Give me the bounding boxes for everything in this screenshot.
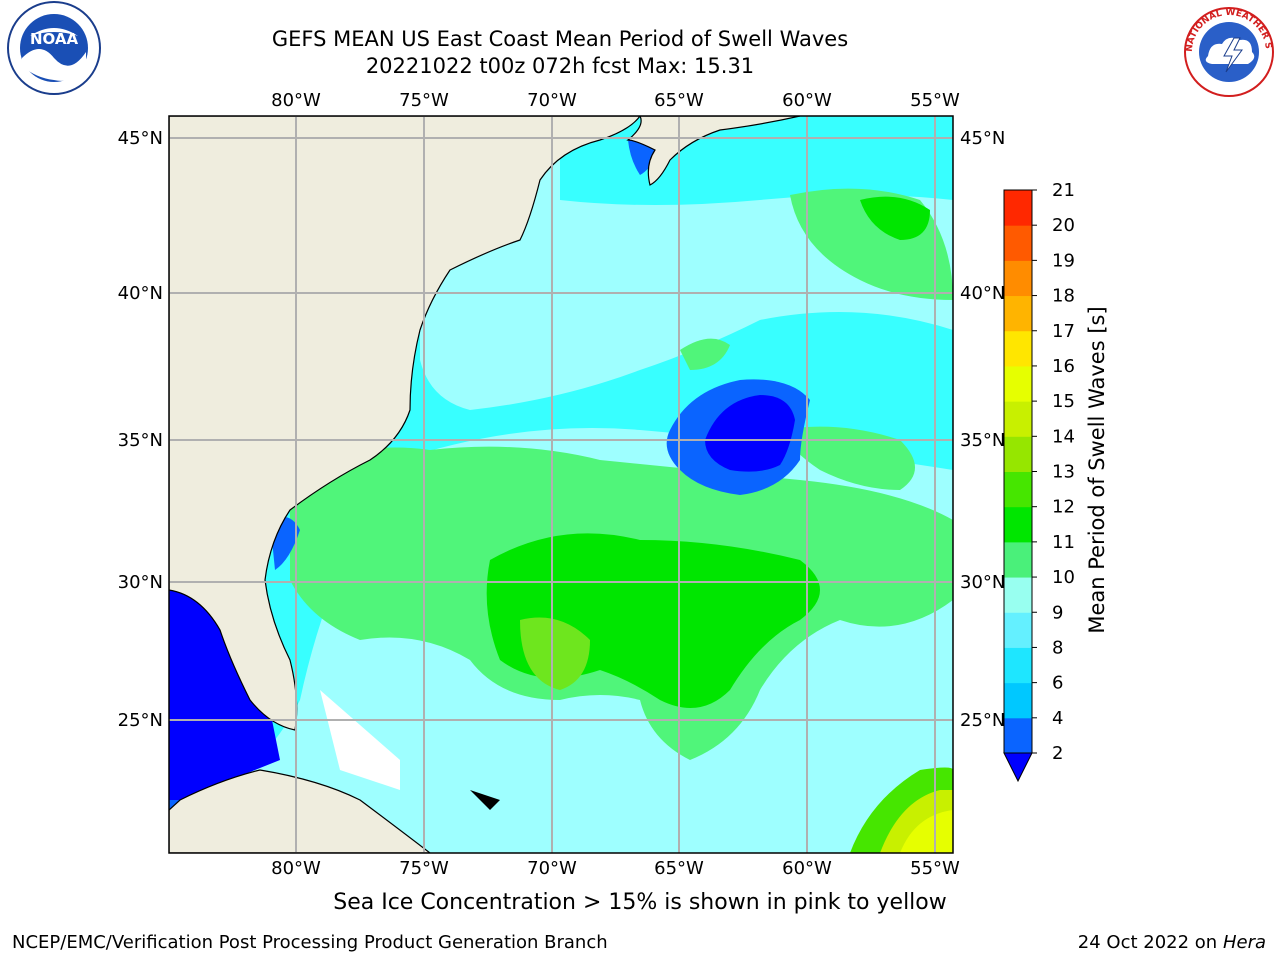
map-area bbox=[169, 116, 953, 853]
sea-ice-note: Sea Ice Concentration > 15% is shown in … bbox=[333, 890, 947, 915]
footer-credit: NCEP/EMC/Verification Post Processing Pr… bbox=[12, 932, 608, 953]
footer-machine: Hera bbox=[1222, 932, 1266, 953]
colorbar-segment bbox=[1004, 471, 1032, 508]
colorbar-tick-label: 17 bbox=[1052, 321, 1075, 342]
footer-date-text: 24 Oct 2022 on bbox=[1077, 932, 1218, 953]
colorbar-segment bbox=[1004, 295, 1032, 332]
colorbar-segment bbox=[1004, 717, 1032, 754]
colorbar-tick-label: 10 bbox=[1052, 567, 1075, 588]
lon-label: 60°W bbox=[782, 858, 832, 879]
colorbar-segment bbox=[1004, 190, 1032, 226]
colorbar-tick-label: 11 bbox=[1052, 532, 1075, 553]
colorbar-segment bbox=[1004, 225, 1032, 261]
colorbar-tick-label: 19 bbox=[1052, 250, 1075, 271]
colorbar-tick-label: 2 bbox=[1052, 743, 1063, 764]
colorbar-segment bbox=[1004, 577, 1032, 613]
lat-label: 25°N bbox=[118, 710, 163, 731]
lon-labels-bottom: 80°W 75°W 70°W 65°W 60°W 55°W bbox=[271, 858, 960, 879]
lat-labels-left: 45°N 40°N 35°N 30°N 25°N bbox=[118, 128, 163, 731]
colorbar-segment bbox=[1004, 330, 1032, 367]
colorbar-tick-label: 15 bbox=[1052, 391, 1075, 412]
colorbar-tick-label: 9 bbox=[1052, 602, 1063, 623]
colorbar-tick-label: 13 bbox=[1052, 462, 1075, 483]
graticule bbox=[169, 116, 953, 853]
lat-label: 40°N bbox=[118, 283, 163, 304]
lat-label: 45°N bbox=[118, 128, 163, 149]
lon-label: 80°W bbox=[271, 858, 321, 879]
colorbar-segment bbox=[1004, 365, 1032, 402]
colorbar-segment bbox=[1004, 260, 1032, 297]
lat-label: 30°N bbox=[118, 572, 163, 593]
lon-label: 80°W bbox=[271, 90, 321, 111]
colorbar-segment bbox=[1004, 506, 1032, 543]
colorbar-segment bbox=[1004, 647, 1032, 684]
lat-label: 45°N bbox=[960, 128, 1005, 149]
colorbar-label: Mean Period of Swell Waves [s] bbox=[1085, 306, 1109, 634]
lon-label: 55°W bbox=[910, 90, 960, 111]
chart-subtitle: 20221022 t00z 072h fcst Max: 15.31 bbox=[365, 54, 755, 78]
noaa-logo-text: NOAA bbox=[30, 30, 79, 48]
colorbar-segment bbox=[1004, 436, 1032, 472]
chart-title: GEFS MEAN US East Coast Mean Period of S… bbox=[271, 27, 849, 51]
colorbar bbox=[1003, 189, 1033, 783]
lon-labels-top: 80°W 75°W 70°W 65°W 60°W 55°W bbox=[271, 90, 960, 111]
lat-labels-right: 45°N 40°N 35°N 30°N 25°N bbox=[960, 128, 1005, 731]
lat-label: 30°N bbox=[960, 572, 1005, 593]
lon-label: 75°W bbox=[399, 858, 449, 879]
map-frame bbox=[168, 115, 954, 854]
colorbar-tick-label: 14 bbox=[1052, 426, 1075, 447]
colorbar-segment bbox=[1004, 682, 1032, 719]
colorbar-tick-label: 8 bbox=[1052, 637, 1063, 658]
lon-label: 70°W bbox=[527, 90, 577, 111]
colorbar-tick-label: 20 bbox=[1052, 215, 1075, 236]
colorbar-tick-label: 16 bbox=[1052, 356, 1075, 377]
colorbar-ticks: 2 4 6 8 9 10 11 12 13 14 15 16 17 18 19 20 21 bbox=[1032, 180, 1075, 764]
colorbar-tick-label: 21 bbox=[1052, 180, 1075, 201]
colorbar-tick-label: 12 bbox=[1052, 497, 1075, 518]
colorbar-under-arrow bbox=[1003, 752, 1033, 783]
colorbar-tick-label: 6 bbox=[1052, 673, 1063, 694]
lat-label: 35°N bbox=[960, 430, 1005, 451]
colorbar-tick-label: 4 bbox=[1052, 708, 1063, 729]
lat-label: 35°N bbox=[118, 430, 163, 451]
footer-date: 24 Oct 2022 on Hera bbox=[1078, 932, 1266, 953]
lon-label: 75°W bbox=[399, 90, 449, 111]
lon-label: 70°W bbox=[527, 858, 577, 879]
lon-label: 60°W bbox=[782, 90, 832, 111]
colorbar-segment bbox=[1004, 401, 1032, 437]
colorbar-segment bbox=[1004, 612, 1032, 648]
noaa-logo: NOAA bbox=[7, 1, 101, 95]
lon-label: 65°W bbox=[654, 90, 704, 111]
colorbar-tick-label: 18 bbox=[1052, 286, 1075, 307]
colorbar-segment bbox=[1004, 541, 1032, 578]
lon-label: 55°W bbox=[910, 858, 960, 879]
lat-label: 40°N bbox=[960, 283, 1005, 304]
lat-label: 25°N bbox=[960, 710, 1005, 731]
nws-logo: NATIONAL WEATHER SERVICE bbox=[1178, 0, 1274, 97]
lon-label: 65°W bbox=[654, 858, 704, 879]
